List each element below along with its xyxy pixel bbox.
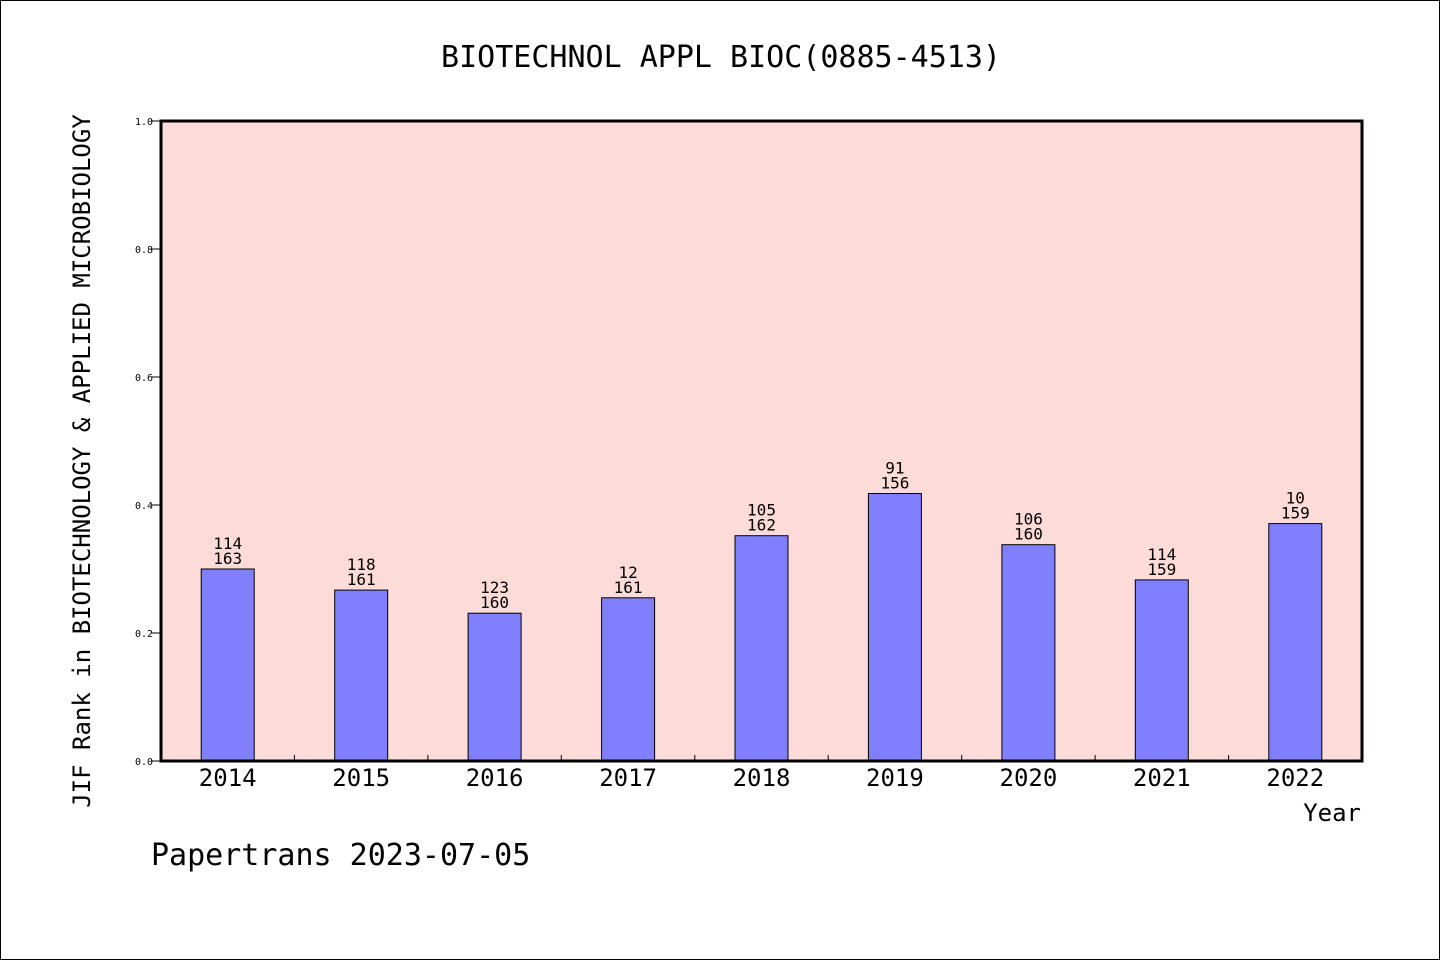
bar-label-total-2018: 162 <box>747 516 776 535</box>
bar-label-total-2017: 161 <box>614 578 643 597</box>
y-tick-label-5: 1.0 <box>135 117 153 128</box>
bar-label-total-2015: 161 <box>347 570 376 589</box>
y-tick-label-1: 0.2 <box>135 629 153 640</box>
bar-label-total-2016: 160 <box>480 593 509 612</box>
x-tick-label-2021: 2021 <box>1133 764 1191 792</box>
y-axis: 0.0 0.2 0.4 0.6 0.8 1.0 <box>135 117 161 768</box>
bar-label-rank-2019: 91 <box>885 459 904 478</box>
bar-2014 <box>200 568 255 762</box>
bar-label-rank-2018: 105 <box>747 501 776 520</box>
y-tick-label-0: 0.0 <box>135 757 153 768</box>
bar-2017 <box>601 597 656 762</box>
y-tick-label-3: 0.6 <box>135 373 153 384</box>
bars-group <box>200 493 1323 762</box>
bar-label-rank-2016: 123 <box>480 578 509 597</box>
bar-2018 <box>734 535 789 762</box>
bar-2022 <box>1268 523 1323 762</box>
y-tick-label-4: 0.8 <box>135 245 153 256</box>
y-axis-label: JIF Rank in BIOTECHNOLOGY & APPLIED MICR… <box>68 114 96 808</box>
bar-label-rank-2020: 106 <box>1014 510 1043 529</box>
x-tick-label-2019: 2019 <box>866 764 924 792</box>
x-axis: 2014 2015 2016 2017 2018 2019 2020 2021 2022 <box>199 755 1324 792</box>
bar-2015 <box>334 589 389 762</box>
bar-label-total-2021: 159 <box>1147 560 1176 579</box>
bar-2016 <box>467 612 522 762</box>
x-axis-label: Year <box>1303 799 1361 827</box>
footer-text: Papertrans 2023-07-05 <box>151 838 530 873</box>
bar-2019 <box>867 493 922 762</box>
x-tick-label-2016: 2016 <box>466 764 524 792</box>
x-tick-label-2018: 2018 <box>733 764 791 792</box>
x-tick-label-2020: 2020 <box>1000 764 1058 792</box>
y-tick-label-2: 0.4 <box>135 501 153 512</box>
bar-label-total-2022: 159 <box>1281 504 1310 523</box>
bar-label-rank-2022: 10 <box>1286 489 1305 508</box>
plot-border <box>159 119 1364 763</box>
x-tick-label-2015: 2015 <box>332 764 390 792</box>
bar-2020 <box>1001 544 1056 762</box>
bar-label-total-2020: 160 <box>1014 525 1043 544</box>
chart-title: BIOTECHNOL APPL BIOC(0885-4513) <box>441 40 1001 75</box>
bar-label-rank-2017: 12 <box>618 563 637 582</box>
bar-label-rank-2021: 114 <box>1147 545 1176 564</box>
bar-2021 <box>1134 579 1189 762</box>
bar-label-rank-2015: 118 <box>347 555 376 574</box>
bar-label-total-2019: 156 <box>880 474 909 493</box>
bar-label-rank-2014: 114 <box>213 534 242 553</box>
bar-label-total-2014: 163 <box>213 549 242 568</box>
x-tick-label-2022: 2022 <box>1266 764 1324 792</box>
x-tick-label-2014: 2014 <box>199 764 257 792</box>
x-tick-label-2017: 2017 <box>599 764 657 792</box>
